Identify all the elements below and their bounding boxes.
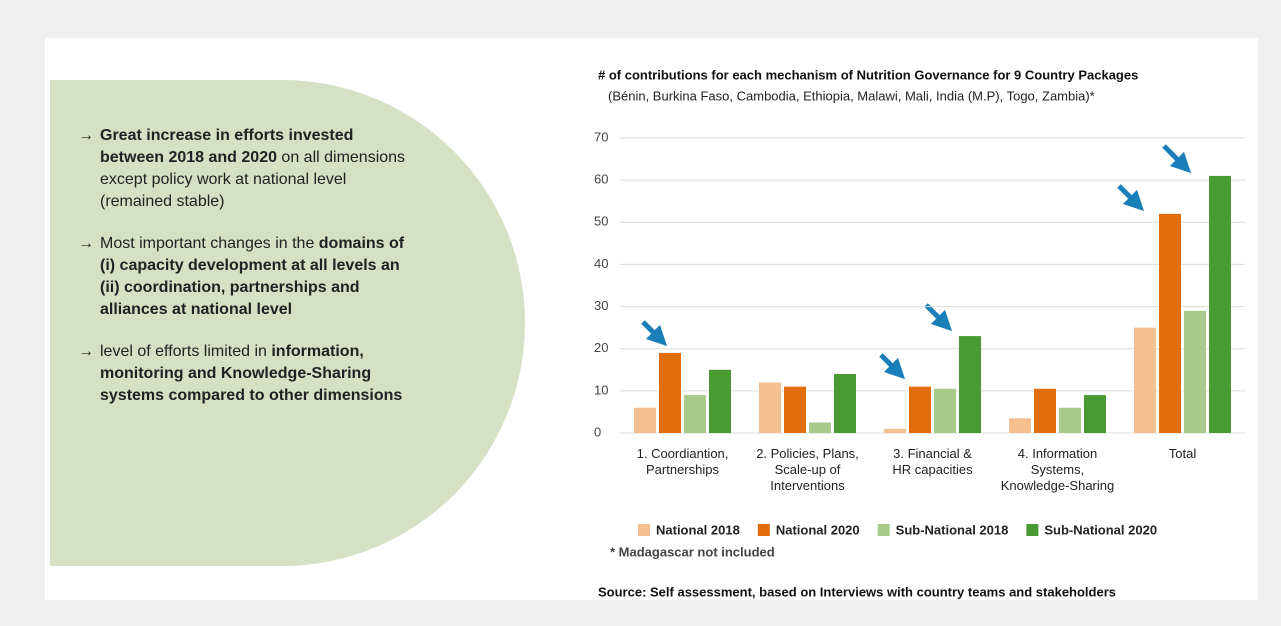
y-tick-label: 0 [594, 424, 601, 439]
y-tick-label: 60 [594, 172, 608, 187]
y-tick-label: 20 [594, 340, 608, 355]
bar [884, 428, 906, 433]
chart-title: # of contributions for each mechanism of… [598, 67, 1138, 82]
bullet-text: Most important changes in the [100, 235, 319, 252]
x-tick-label: 3. Financial & HR capacities [892, 446, 973, 477]
bar [934, 388, 956, 433]
bar [1184, 310, 1206, 433]
bar [959, 336, 981, 433]
bullet-text: information, monitoring and Knowledge-Sh… [100, 343, 403, 404]
legend-swatch [757, 524, 770, 536]
bullet-text: on all dimensions except policy work at … [100, 149, 406, 210]
bar [634, 407, 656, 433]
bar [1059, 407, 1081, 433]
bullet: Great increase in efforts invested betwe… [78, 125, 418, 213]
bullet-text: level of efforts limited in [100, 343, 272, 360]
legend-swatch [638, 524, 650, 536]
bar [784, 386, 806, 433]
bar [1009, 418, 1031, 433]
y-tick-label: 40 [594, 256, 608, 271]
legend-swatch [1026, 524, 1039, 536]
x-tick-label: 4. Information Systems, Knowledge-Sharin… [1000, 446, 1115, 493]
arrows [641, 144, 1192, 380]
bar [834, 374, 856, 433]
bar [659, 352, 681, 433]
bar [684, 395, 706, 433]
bar [759, 382, 781, 433]
bar [1159, 213, 1181, 433]
legend-label: National 2020 [776, 522, 860, 537]
chart-subtitle: (Bénin, Burkina Faso, Cambodia, Ethiopia… [608, 88, 1095, 103]
bullet: Most important changes in the domains of… [78, 233, 418, 321]
y-tick-label: 30 [594, 298, 608, 313]
x-tick-label: 1. Coordiantion, Partnerships [636, 446, 729, 477]
bar [1209, 175, 1231, 433]
bar [709, 369, 731, 433]
legend-label: Sub-National 2020 [1044, 522, 1157, 537]
bullet: level of efforts limited in information,… [78, 341, 418, 407]
source: Source: Self assessment, based on Interv… [598, 584, 1116, 599]
note: * Madagascar not included [610, 544, 775, 559]
x-tick-label: Total [1168, 446, 1197, 461]
y-tick-label: 50 [594, 214, 608, 229]
bar [909, 386, 931, 433]
y-tick-label: 10 [594, 382, 608, 397]
bullet-text: Great increase in efforts invested betwe… [100, 127, 354, 166]
bullet-text: domains of (i) capacity development at a… [100, 235, 405, 318]
x-tick-label: 2. Policies, Plans, Scale-up of Interven… [756, 446, 859, 493]
bar [809, 422, 831, 433]
legend-label: Sub-National 2018 [896, 522, 1009, 537]
bullet-list: Great increase in efforts invested betwe… [78, 125, 418, 427]
bar [1134, 327, 1156, 433]
legend-label: National 2018 [656, 522, 740, 537]
legend-swatch [877, 524, 890, 536]
y-tick-label: 70 [594, 129, 608, 144]
bar [1034, 388, 1056, 433]
bar [1084, 395, 1106, 433]
